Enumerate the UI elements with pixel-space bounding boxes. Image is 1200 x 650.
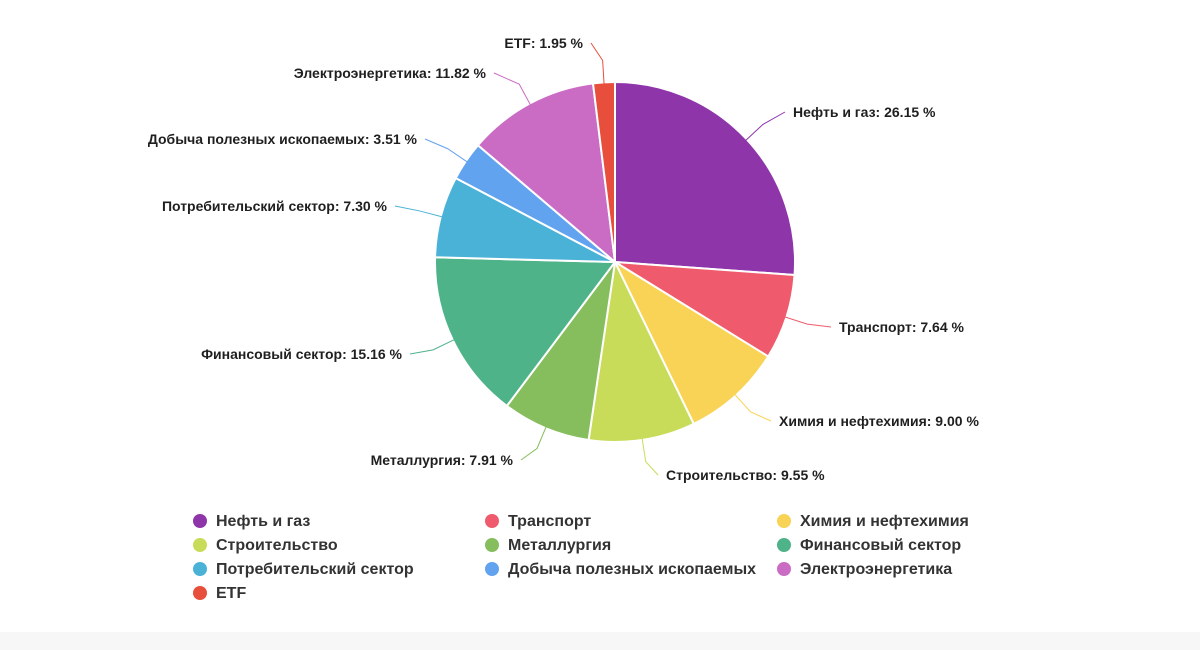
pie-slice-1[interactable]: [614, 81, 796, 277]
legend-item-7[interactable]: Потребительский сектор: [193, 561, 414, 578]
legend-label: Электроэнергетика: [800, 561, 952, 578]
legend-item-3[interactable]: Химия и нефтехимия: [777, 513, 969, 530]
legend-label: Финансовый сектор: [800, 537, 961, 554]
slice-label-3: Химия и нефтехимия: 9.00 %: [779, 413, 979, 429]
leader-lines: [394, 42, 832, 476]
legend-item-2[interactable]: Транспорт: [485, 513, 591, 530]
slice-label-6: Финансовый сектор: 15.16 %: [201, 346, 402, 362]
legend-marker: [193, 538, 207, 552]
legend-item-8[interactable]: Добыча полезных ископаемых: [485, 561, 756, 578]
legend-marker: [777, 514, 791, 528]
legend-label: Транспорт: [508, 513, 591, 530]
legend-marker: [777, 562, 791, 576]
leader-line-9: [493, 72, 532, 106]
legend-label: Химия и нефтехимия: [800, 513, 969, 530]
leader-line-6: [409, 338, 455, 355]
legend-item-6[interactable]: Финансовый сектор: [777, 537, 961, 554]
leader-line-1: [744, 111, 786, 142]
slice-label-7: Потребительский сектор: 7.30 %: [162, 198, 388, 214]
legend-marker: [485, 514, 499, 528]
slice-label-10: ETF: 1.95 %: [504, 35, 583, 51]
leader-line-8: [424, 138, 468, 163]
legend-marker: [193, 514, 207, 528]
leader-line-5: [520, 426, 547, 461]
pie-slices: [434, 81, 796, 443]
slice-label-9: Электроэнергетика: 11.82 %: [294, 65, 487, 81]
slice-label-4: Строительство: 9.55 %: [666, 467, 825, 483]
slice-labels: Нефть и газ: 26.15 % Транспорт: 7.64 % Хим…: [148, 35, 980, 483]
leader-line-2: [784, 316, 832, 328]
legend-marker: [193, 562, 207, 576]
legend: Нефть и газ Транспорт Химия и нефтехимия Ст…: [193, 513, 969, 602]
legend-marker: [485, 562, 499, 576]
leader-line-10: [590, 42, 605, 85]
legend-label: Строительство: [216, 537, 338, 554]
legend-item-9[interactable]: Электроэнергетика: [777, 561, 952, 578]
legend-item-5[interactable]: Металлургия: [485, 537, 611, 554]
legend-marker: [485, 538, 499, 552]
slice-label-8: Добыча полезных ископаемых: 3.51 %: [148, 131, 418, 147]
legend-label: Нефть и газ: [216, 513, 310, 530]
leader-line-7: [394, 205, 443, 218]
legend-marker: [193, 586, 207, 600]
legend-label: Металлургия: [508, 537, 611, 554]
slice-label-1: Нефть и газ: 26.15 %: [793, 104, 936, 120]
legend-label: Потребительский сектор: [216, 561, 414, 578]
legend-label: Добыча полезных ископаемых: [508, 561, 756, 578]
legend-item-10[interactable]: ETF: [193, 585, 246, 602]
slice-label-2: Транспорт: 7.64 %: [839, 319, 965, 335]
leader-line-4: [641, 437, 659, 476]
legend-item-4[interactable]: Строительство: [193, 537, 338, 554]
leader-line-3: [734, 393, 772, 422]
legend-label: ETF: [216, 585, 246, 602]
slice-label-5: Металлургия: 7.91 %: [371, 452, 514, 468]
legend-item-1[interactable]: Нефть и газ: [193, 513, 310, 530]
bottom-band: [0, 632, 1200, 650]
legend-marker: [777, 538, 791, 552]
